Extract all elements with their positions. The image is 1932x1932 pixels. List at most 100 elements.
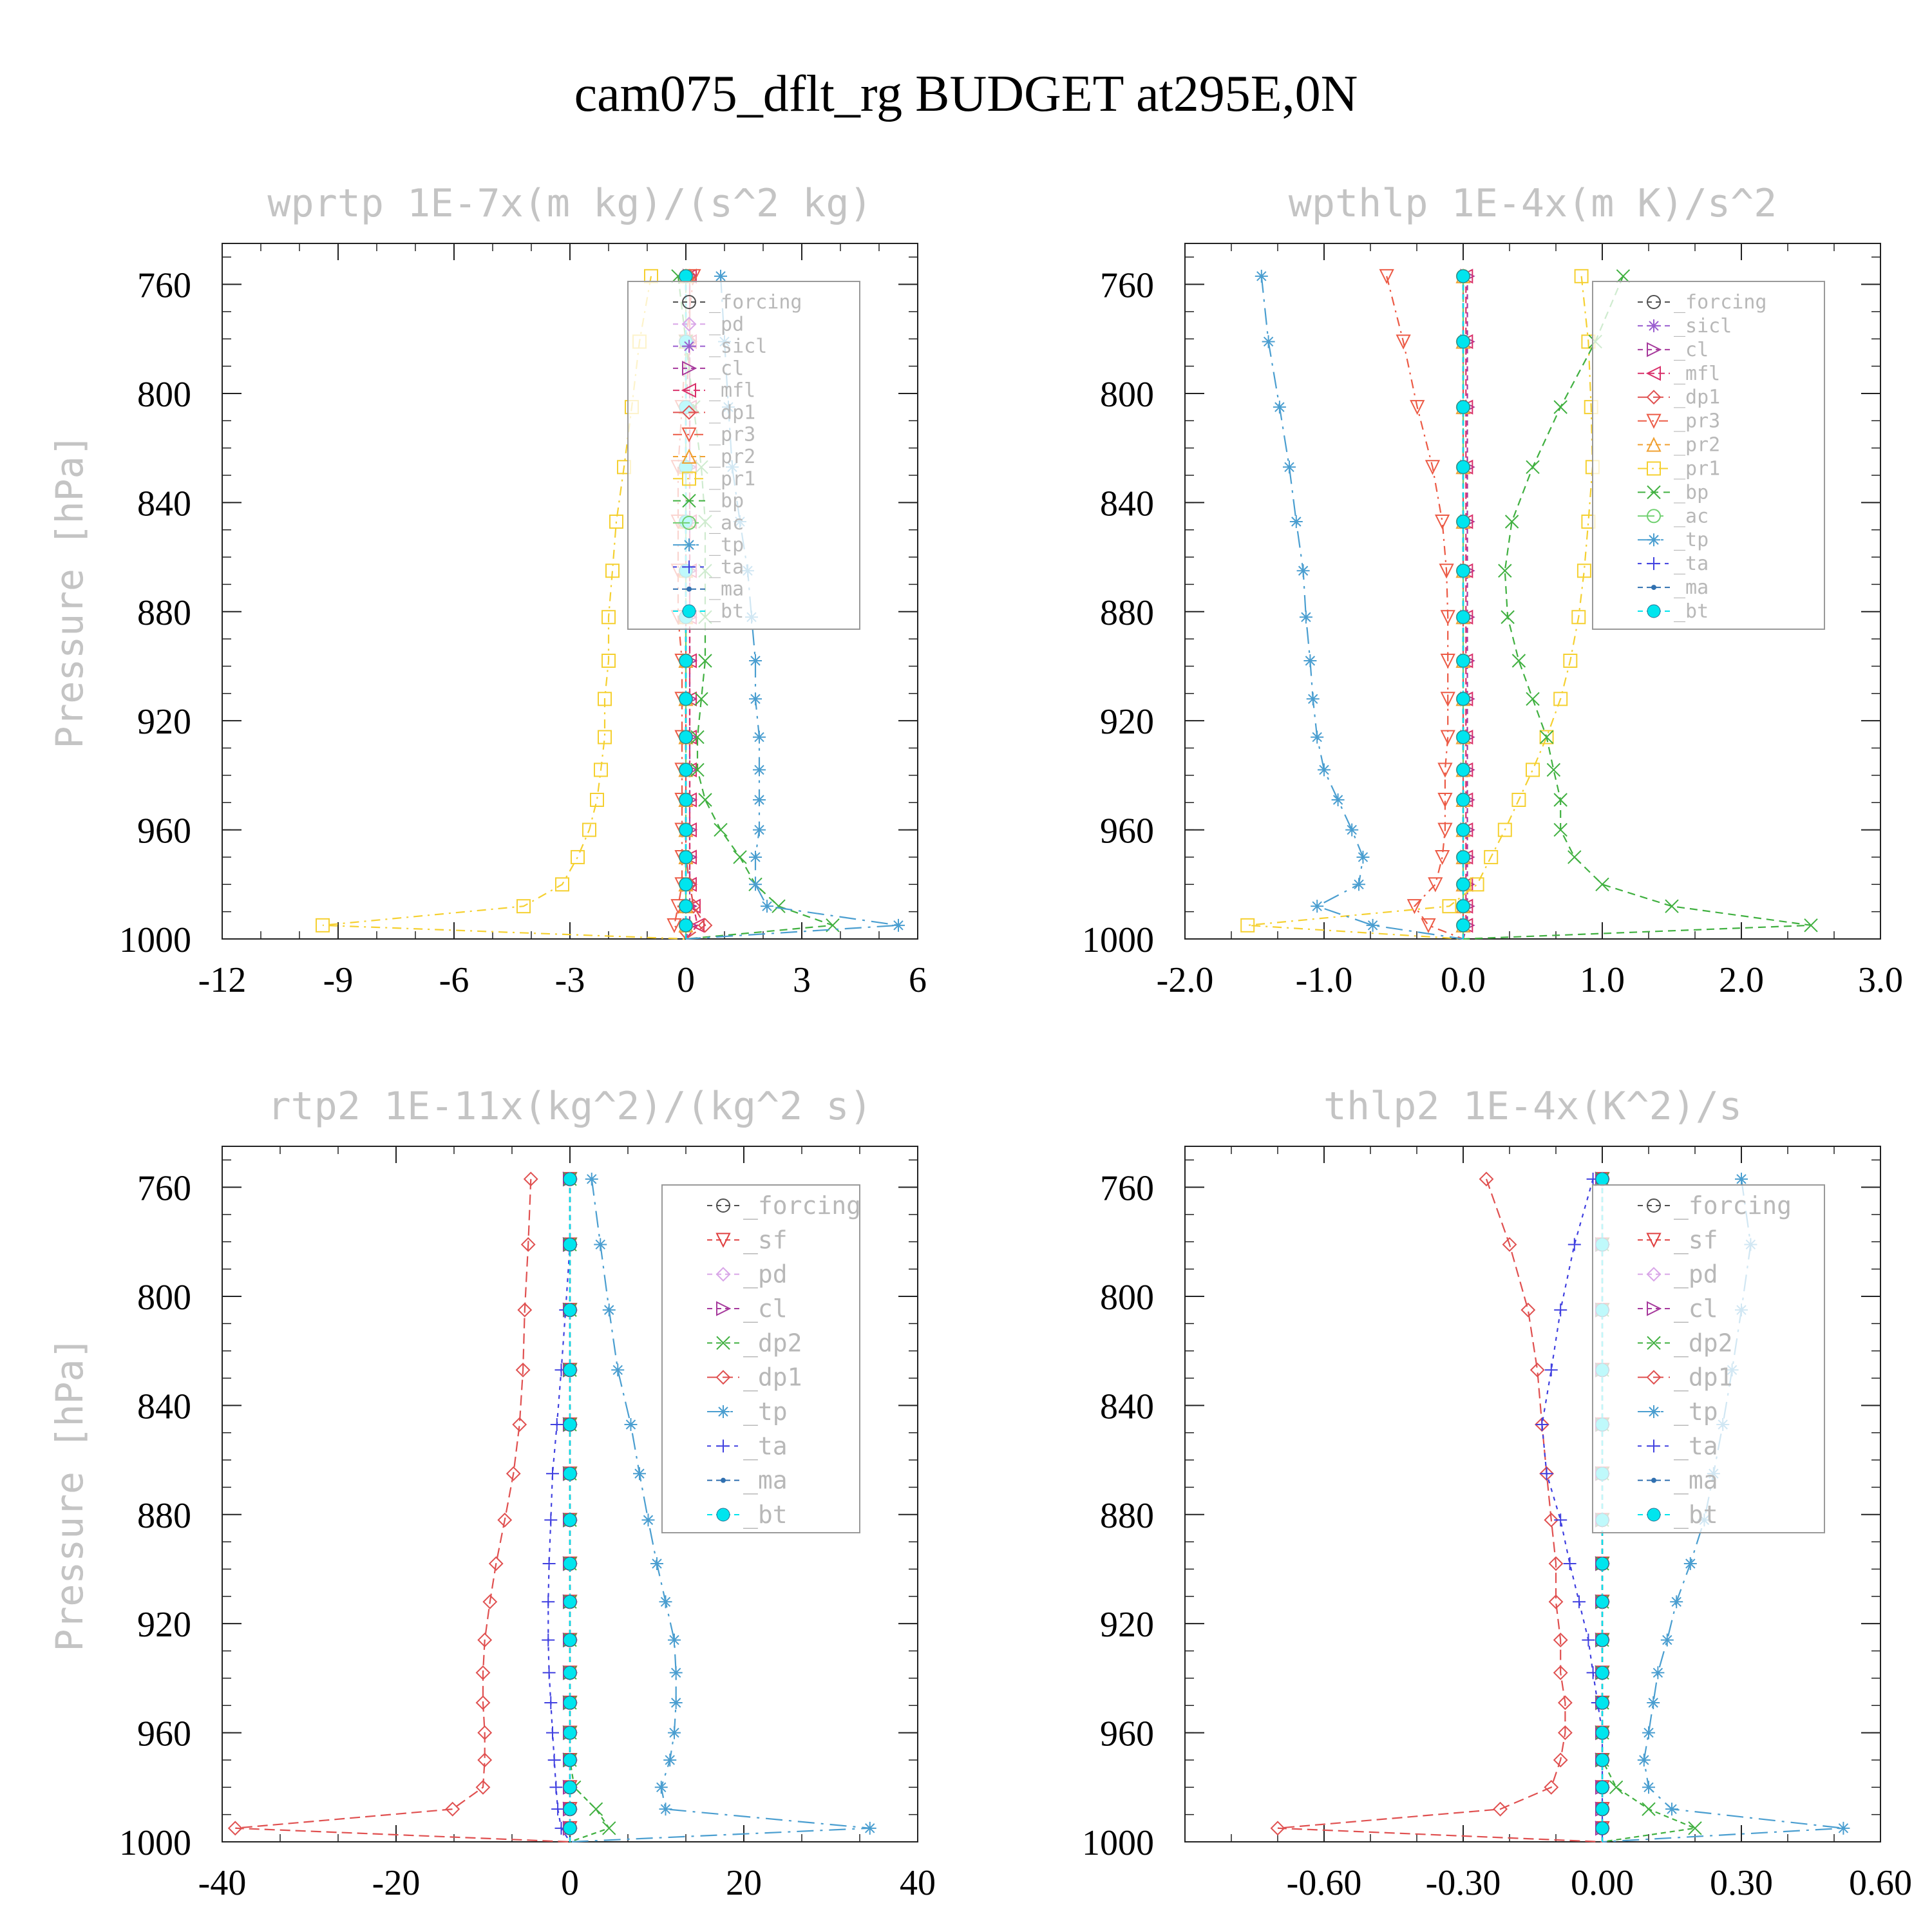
data-point_tp (659, 1595, 672, 1609)
data-point_bt (563, 1780, 577, 1794)
legend-entry: _bt (709, 600, 744, 623)
data-point_pr3 (1439, 564, 1454, 579)
data-point_bp (1665, 899, 1679, 913)
legend-marker (716, 1508, 730, 1522)
legend-entry: _ma (1674, 1466, 1718, 1495)
data-point_ta (550, 1418, 564, 1431)
data-point_bp (772, 899, 786, 913)
data-point_bp (694, 692, 708, 706)
data-point_ta (546, 1467, 559, 1481)
legend-entry: _dp2 (743, 1329, 802, 1358)
x-tick-label: -0.60 (1287, 1863, 1362, 1903)
data-point_pr3 (1437, 822, 1453, 838)
data-point_pr1 (1577, 564, 1591, 578)
data-point_pr1 (1574, 269, 1589, 283)
legend-marker (681, 405, 697, 420)
legend-entry: _bp (1674, 481, 1709, 504)
data-point_tp (749, 692, 762, 706)
data-point_bt (563, 1363, 577, 1377)
data-point_tp (1683, 1557, 1697, 1570)
data-point_bp (1553, 822, 1567, 837)
data-point_dp1 (488, 1556, 504, 1571)
data-point_pr1 (1539, 730, 1554, 744)
data-point_tp (624, 1418, 638, 1431)
legend-box (661, 1184, 860, 1533)
y-tick-label: 1000 (1082, 920, 1154, 960)
data-point_dp1 (475, 1665, 491, 1680)
legend-entry: _bt (743, 1501, 788, 1530)
legend-entry: _pr3 (1674, 410, 1720, 433)
data-point_dp1 (1520, 1302, 1536, 1318)
y-axis-label: Pressure [hPa] (48, 434, 91, 749)
legend-entry: _bt (1674, 1501, 1718, 1530)
data-point_tp (753, 823, 766, 837)
y-tick-label: 840 (137, 484, 191, 524)
legend-marker (682, 515, 696, 530)
chart-panel: rtp2 1E-11x(kg^2)/(kg^2 s) Pressure [hPa]… (48, 1084, 936, 1903)
x-tick-label: 0.30 (1710, 1863, 1773, 1903)
data-point_bt (1595, 1753, 1609, 1767)
data-point_bt (679, 793, 693, 807)
data-point_tp (1311, 730, 1324, 744)
data-point_tp (585, 1172, 598, 1186)
legend-marker (1646, 437, 1662, 452)
data-point_dp1 (515, 1362, 531, 1378)
series-group (1240, 268, 1818, 940)
series-line_tp (569, 1179, 870, 1843)
legend-entry: _ma (743, 1466, 788, 1495)
chart-panel: wprtp 1E-7x(m kg)/(s^2 kg) Pressure [hPa]… (48, 181, 927, 1000)
data-point_pr1 (598, 730, 612, 744)
y-tick-label: 800 (137, 375, 191, 415)
data-point_pr3 (1434, 849, 1450, 866)
data-point_dp1 (1553, 1665, 1568, 1680)
data-point_bp (1553, 400, 1567, 414)
legend-marker (1647, 1405, 1660, 1418)
data-point_bt (1595, 1802, 1609, 1816)
data-point_pr3 (1396, 334, 1411, 350)
data-point_pr1 (1442, 899, 1457, 914)
data-point_dp1 (1479, 1171, 1494, 1187)
data-point_pr1 (571, 849, 585, 864)
legend: _forcing_pd_sicl_cl_mfl_dp1_pr3_pr2_pr1_… (627, 281, 860, 630)
data-point_tp (668, 1726, 681, 1739)
data-point_bt (563, 1513, 577, 1527)
legend-marker (1645, 366, 1661, 381)
data-point_mfl (689, 918, 705, 933)
data-point_bt (1456, 269, 1470, 283)
x-tick-label: 0 (677, 960, 695, 1000)
y-tick-label: 880 (137, 593, 191, 633)
data-point_ta (544, 1513, 558, 1527)
data-point_bp (1553, 793, 1567, 807)
legend-entry: _forcing (1674, 1191, 1792, 1220)
legend-marker (715, 1267, 731, 1282)
x-tick-label: -1.0 (1296, 960, 1353, 1000)
legend-marker (715, 1370, 731, 1385)
data-point_tp (1735, 1172, 1748, 1186)
y-tick-label: 840 (1100, 1387, 1154, 1426)
x-tick-label: -40 (198, 1863, 247, 1903)
data-point_bp (1511, 654, 1526, 668)
legend-marker (681, 316, 697, 332)
data-point_pr1 (1571, 610, 1586, 625)
data-point_tp (749, 654, 762, 667)
data-point_bp (1595, 877, 1609, 891)
legend-entry: _pd (709, 313, 744, 336)
y-tick-label: 880 (1100, 1496, 1154, 1536)
data-point_bt (1456, 515, 1470, 529)
legend-entry: _sf (743, 1226, 788, 1255)
panels: wprtp 1E-7x(m kg)/(s^2 kg) Pressure [hPa]… (48, 181, 1912, 1903)
x-tick-label: 6 (909, 960, 927, 1000)
data-point_ta (547, 1753, 561, 1766)
legend-entry: _dp1 (1674, 1363, 1733, 1392)
legend-marker (1647, 557, 1660, 571)
data-point_tp (641, 1513, 655, 1527)
data-point_dp1 (497, 1512, 513, 1528)
legend-marker (681, 383, 696, 398)
x-tick-label: -6 (439, 960, 469, 1000)
data-point_pr3 (1440, 610, 1455, 625)
data-point_tp (714, 269, 727, 283)
x-tick-label: 0 (561, 1863, 579, 1903)
data-point_bt (1456, 850, 1470, 864)
data-point_pr3 (1410, 400, 1425, 415)
legend-marker (1646, 1370, 1662, 1385)
